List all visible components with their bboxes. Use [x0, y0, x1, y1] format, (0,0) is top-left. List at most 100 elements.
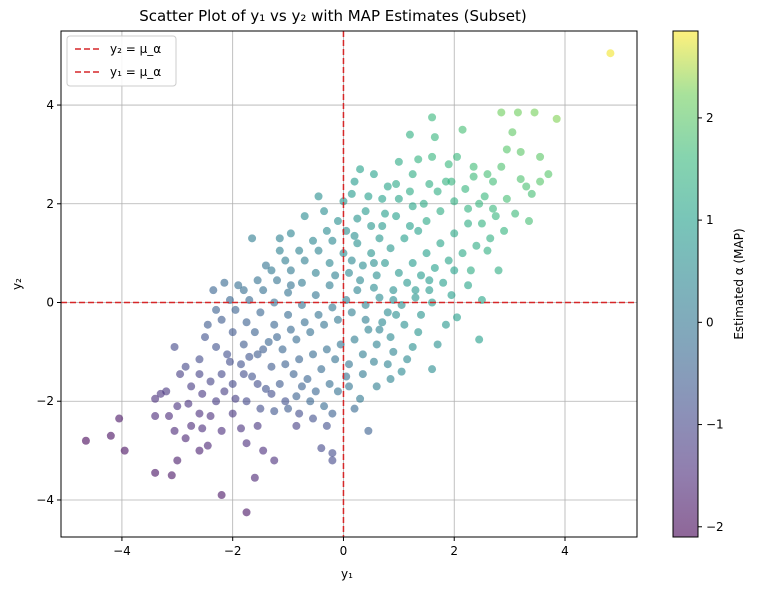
- scatter-point-139: [491, 212, 500, 221]
- scatter-point-31: [275, 246, 284, 255]
- scatter-point-76: [428, 365, 437, 374]
- scatter-point-131: [417, 271, 425, 280]
- scatter-point-22: [408, 170, 417, 179]
- scatter-point-195: [333, 217, 342, 226]
- scatter-point-193: [361, 207, 370, 216]
- scatter-point-228: [378, 194, 387, 203]
- scatter-point-205: [201, 333, 209, 342]
- colorbar-frame: [672, 30, 699, 538]
- scatter-point-36: [203, 320, 212, 329]
- scatter-point-236: [489, 204, 497, 213]
- scatter-point-258: [311, 291, 320, 300]
- colorbar-tick-label-4: 2: [706, 111, 714, 125]
- x-tick-label-1: −2: [224, 544, 242, 558]
- scatter-point-218: [181, 434, 190, 443]
- scatter-point-241: [469, 172, 478, 181]
- scatter-point-266: [358, 370, 367, 379]
- scatter-point-156: [259, 286, 268, 295]
- scatter-point-183: [383, 308, 392, 317]
- scatter-point-105: [386, 333, 395, 342]
- scatter-point-275: [447, 291, 456, 300]
- colorbar-ticks: −2 −1 0 1 2: [698, 111, 724, 534]
- y-tick-label-4: 4: [46, 98, 54, 112]
- scatter-point-87: [284, 404, 293, 413]
- scatter-point-284: [206, 377, 215, 386]
- scatter-point-285: [184, 399, 193, 408]
- scatter-point-144: [422, 217, 431, 226]
- scatter-point-68: [364, 426, 373, 435]
- scatter-point-292: [275, 234, 284, 243]
- scatter-point-256: [245, 352, 254, 361]
- scatter-point-281: [331, 271, 340, 280]
- scatter-point-103: [358, 350, 367, 359]
- scatter-point-280: [350, 231, 359, 240]
- scatter-point-242: [444, 160, 453, 169]
- scatter-point-179: [439, 278, 448, 287]
- scatter-point-80: [372, 382, 381, 391]
- scatter-point-101: [331, 355, 340, 364]
- scatter-point-150: [342, 226, 351, 235]
- scatter-point-10: [522, 182, 531, 191]
- scatter-point-158: [231, 305, 240, 314]
- scatter-point-141: [464, 204, 473, 213]
- scatter-point-267: [342, 372, 351, 381]
- scatter-point-271: [328, 409, 337, 418]
- scatter-point-216: [176, 370, 185, 379]
- scatter-point-23: [394, 157, 403, 166]
- scatter-point-202: [239, 286, 248, 295]
- scatter-point-89: [256, 404, 265, 413]
- scatter-point-247: [369, 259, 378, 268]
- scatter-point-211: [281, 397, 290, 406]
- scatter-point-223: [237, 424, 245, 433]
- grid-lines: [61, 31, 637, 537]
- colorbar: −2 −1 0 1 2 Estimated α (MAP): [672, 30, 746, 538]
- scatter-point-153: [300, 256, 309, 265]
- y-tick-label-2: 0: [46, 296, 54, 310]
- scatter-point-41: [151, 394, 160, 403]
- scatter-point-135: [472, 241, 481, 250]
- legend-label-vertical: y₁ = μ_α: [110, 65, 161, 79]
- scatter-point-148: [367, 221, 376, 230]
- scatter-point-263: [375, 325, 384, 334]
- scatter-point-221: [217, 426, 226, 435]
- colorbar-tick-label-0: −2: [706, 520, 724, 534]
- scatter-point-136: [486, 234, 495, 243]
- scatter-point-198: [295, 246, 304, 255]
- scatter-point-4: [552, 114, 561, 123]
- scatter-point-274: [425, 276, 434, 285]
- scatter-point-88: [270, 407, 279, 416]
- scatter-point-199: [281, 256, 290, 265]
- scatter-point-283: [195, 370, 204, 379]
- y-axis-ticks: −4 −2 0 2 4: [36, 98, 61, 507]
- colorbar-tick-label-2: 0: [706, 315, 714, 329]
- scatter-point-176: [450, 229, 459, 238]
- scatter-point-187: [358, 261, 367, 270]
- scatter-point-293: [320, 207, 329, 216]
- scatter-point-143: [436, 207, 445, 216]
- scatter-point-50: [173, 456, 182, 465]
- scatter-point-91: [228, 379, 237, 388]
- scatter-point-7: [502, 145, 511, 154]
- scatter-point-52: [151, 468, 160, 477]
- scatter-point-192: [375, 234, 384, 243]
- scatter-point-213: [309, 414, 317, 423]
- scatter-point-287: [156, 389, 165, 398]
- scatter-point-12: [489, 177, 497, 186]
- scatter-point-160: [228, 328, 237, 337]
- scatter-point-72: [494, 266, 503, 275]
- scatter-point-265: [403, 355, 412, 364]
- scatter-point-282: [347, 256, 356, 265]
- scatter-point-233: [447, 177, 456, 186]
- x-tick-label-3: 2: [450, 544, 458, 558]
- scatter-point-168: [339, 249, 348, 258]
- scatter-point-95: [248, 372, 257, 381]
- scatter-point-33: [234, 281, 243, 290]
- scatter-point-104: [372, 340, 381, 349]
- scatter-point-28: [314, 192, 323, 201]
- scatter-point-35: [209, 286, 218, 295]
- scatter-point-64: [292, 421, 301, 430]
- scatter-point-24: [383, 182, 392, 191]
- scatter-point-59: [250, 473, 259, 482]
- scatter-point-161: [242, 318, 251, 327]
